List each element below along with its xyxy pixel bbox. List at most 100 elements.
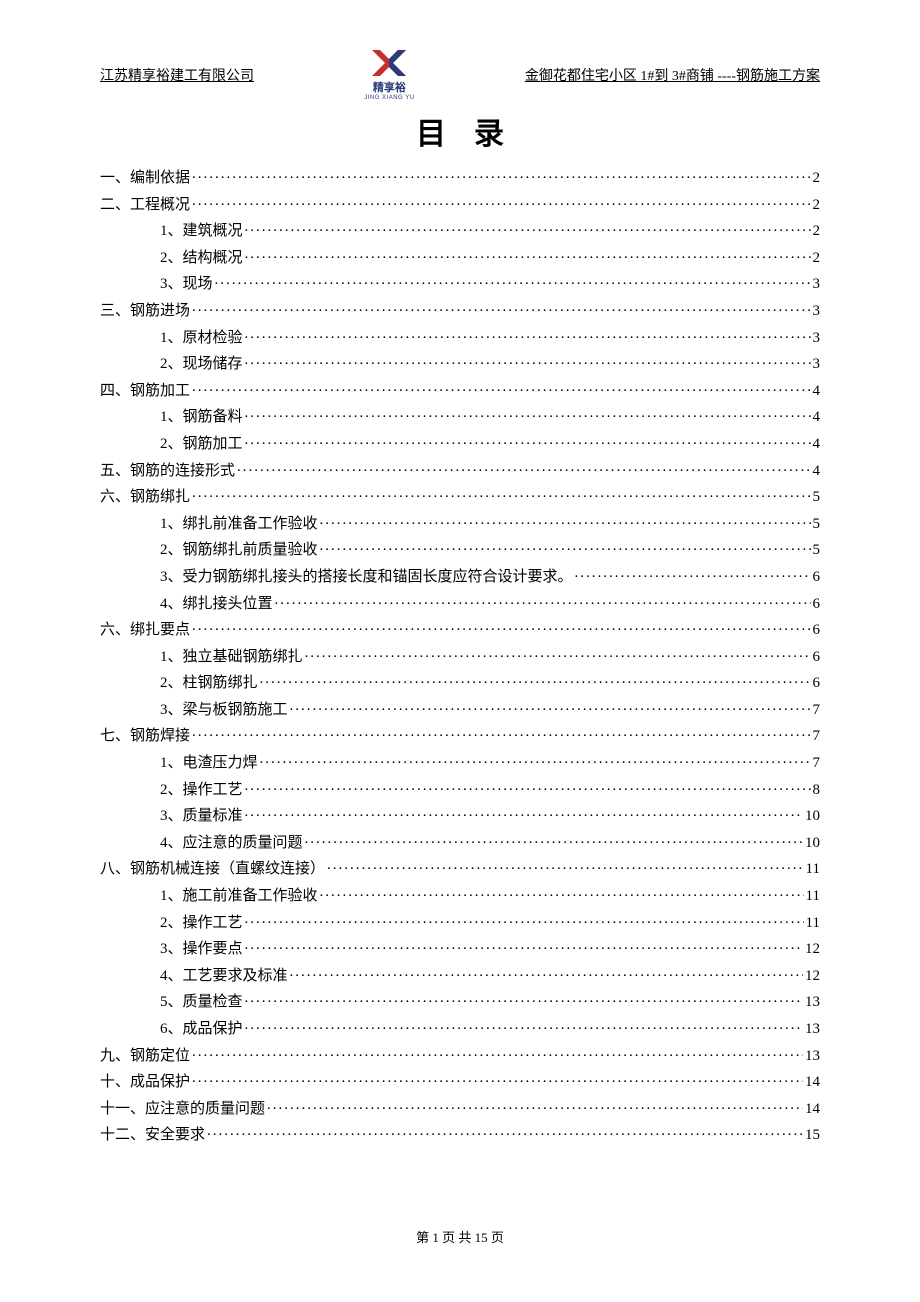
toc-label: 4、绑扎接头位置 [160,597,273,612]
toc-page-number: 12 [805,942,820,957]
toc-label: 6、成品保护 [160,1022,243,1037]
toc-page-number: 13 [805,1022,820,1037]
toc-label: 六、绑扎要点 [100,623,190,638]
toc-label: 2、结构概况 [160,251,243,266]
toc-page-number: 13 [805,995,820,1010]
toc-row: 六、绑扎要点 6 [100,619,820,638]
toc-row: 2、操作工艺 8 [100,779,820,798]
toc-row: 5、质量检查 13 [100,991,820,1010]
toc-label: 3、现场 [160,277,213,292]
toc-dots [192,1045,803,1060]
toc-label: 三、钢筋进场 [100,304,190,319]
toc-label: 1、施工前准备工作验收 [160,889,318,904]
toc-dots [290,965,803,980]
toc-label: 十一、应注意的质量问题 [100,1102,265,1117]
toc-row: 3、操作要点 12 [100,938,820,957]
toc-label: 八、钢筋机械连接（直螺纹连接） [100,862,325,877]
toc-row: 3、现场 3 [100,273,820,292]
toc-dots [245,353,811,368]
toc-row: 4、应注意的质量问题 10 [100,832,820,851]
toc-row: 二、工程概况 2 [100,194,820,213]
logo-text: 精享裕 [373,79,406,95]
toc-label: 一、编制依据 [100,171,190,186]
toc-row: 1、施工前准备工作验收 11 [100,885,820,904]
toc-page-number: 5 [813,490,821,505]
toc-page-number: 14 [805,1102,820,1117]
toc-dots [305,646,811,661]
toc-dots [260,672,811,687]
toc-label: 1、电渣压力焊 [160,756,258,771]
toc-row: 3、质量标准 10 [100,805,820,824]
toc-page-number: 3 [813,357,821,372]
toc-page-number: 2 [813,198,821,213]
toc-dots [327,858,804,873]
toc-dots [207,1124,803,1139]
toc-label: 2、柱钢筋绑扎 [160,676,258,691]
toc-label: 4、应注意的质量问题 [160,836,303,851]
toc-dots [237,460,810,475]
toc-row: 2、钢筋绑扎前质量验收 5 [100,539,820,558]
document-header: 江苏精享裕建工有限公司 精享裕 JING XIANG YU 金御花都住宅小区 1… [100,48,820,101]
toc-dots [192,194,810,209]
toc-page-number: 6 [813,623,821,638]
toc-row: 1、建筑概况 2 [100,220,820,239]
toc-row: 6、成品保护 13 [100,1018,820,1037]
toc-label: 3、梁与板钢筋施工 [160,703,288,718]
toc-dots [267,1098,803,1113]
toc-label: 四、钢筋加工 [100,384,190,399]
toc-dots [245,1018,803,1033]
toc-page-number: 3 [813,331,821,346]
toc-label: 2、钢筋加工 [160,437,243,452]
toc-page-number: 14 [805,1075,820,1090]
toc-dots [245,433,811,448]
toc-row: 1、钢筋备料 4 [100,406,820,425]
toc-page-number: 5 [813,543,821,558]
toc-dots [260,752,811,767]
toc-label: 六、钢筋绑扎 [100,490,190,505]
toc-label: 2、操作工艺 [160,783,243,798]
toc-dots [245,220,811,235]
toc-label: 1、绑扎前准备工作验收 [160,517,318,532]
toc-dots [275,593,811,608]
toc-row: 八、钢筋机械连接（直螺纹连接） 11 [100,858,820,877]
toc-page-number: 2 [813,224,821,239]
toc-row: 十一、应注意的质量问题 14 [100,1098,820,1117]
toc-row: 1、电渣压力焊 7 [100,752,820,771]
page-title: 目录 [100,109,820,153]
toc-row: 2、结构概况 2 [100,247,820,266]
toc-row: 4、绑扎接头位置 6 [100,593,820,612]
toc-dots [575,566,811,581]
toc-row: 九、钢筋定位 13 [100,1045,820,1064]
toc-page-number: 10 [805,836,820,851]
toc-dots [245,912,804,927]
toc-dots [320,539,811,554]
toc-dots [245,327,811,342]
toc-row: 一、编制依据 2 [100,167,820,186]
toc-row: 六、钢筋绑扎 5 [100,486,820,505]
toc-page-number: 4 [813,437,821,452]
toc-page-number: 2 [813,251,821,266]
toc-label: 五、钢筋的连接形式 [100,464,235,479]
toc-label: 1、原材检验 [160,331,243,346]
toc-dots [192,486,810,501]
logo-x-icon [370,48,408,78]
toc-page-number: 6 [813,676,821,691]
toc-page-number: 3 [813,277,821,292]
toc-label: 七、钢筋焊接 [100,729,190,744]
toc-dots [192,380,810,395]
toc-page-number: 6 [813,570,821,585]
toc-dots [215,273,811,288]
toc-row: 2、现场储存 3 [100,353,820,372]
toc-label: 3、操作要点 [160,942,243,957]
toc-page-number: 2 [813,171,821,186]
toc-page-number: 13 [805,1049,820,1064]
toc-page-number: 7 [813,756,821,771]
header-company: 江苏精享裕建工有限公司 [100,65,254,85]
toc-dots [245,991,803,1006]
toc-page-number: 11 [806,862,820,877]
page-footer: 第 1 页 共 15 页 [0,1227,920,1246]
toc-dots [192,167,810,182]
toc-page-number: 8 [813,783,821,798]
toc-row: 1、独立基础钢筋绑扎 6 [100,646,820,665]
toc-row: 2、柱钢筋绑扎 6 [100,672,820,691]
